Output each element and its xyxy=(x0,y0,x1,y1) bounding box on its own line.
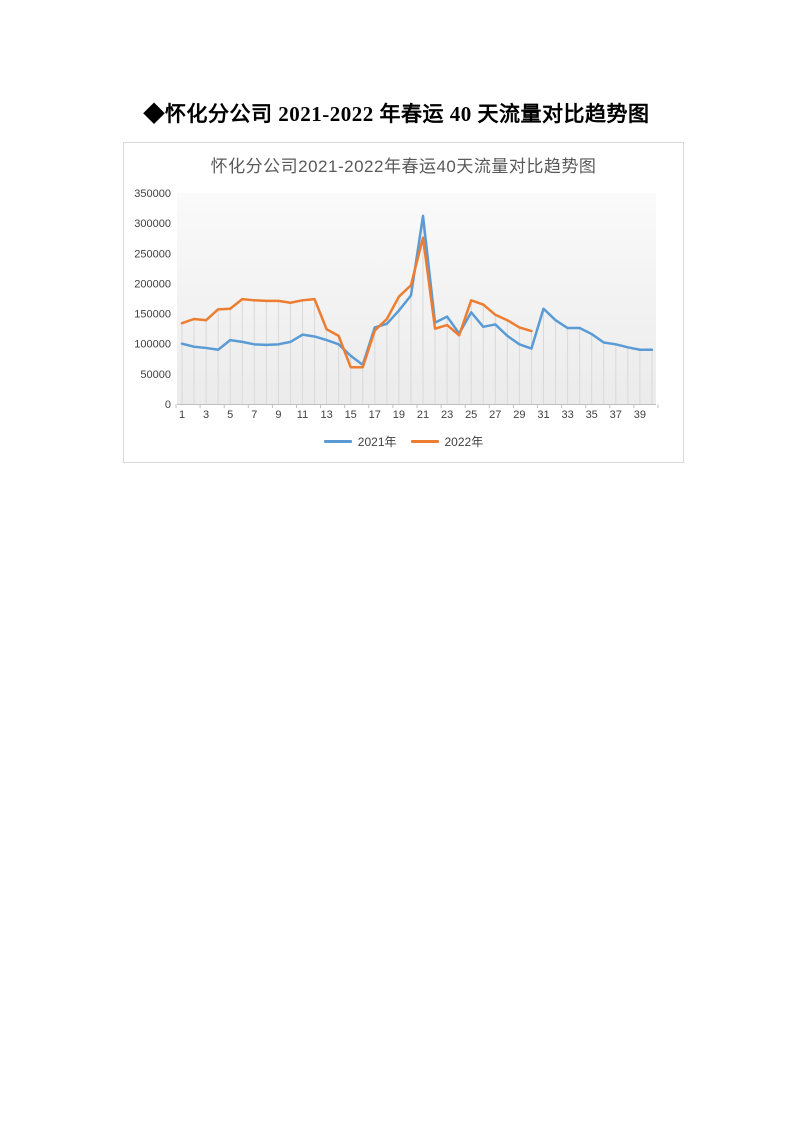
chart-canvas: 0 50000 100000 150000 200000 250000 300000 3500… xyxy=(134,188,659,421)
svg-text:100000: 100000 xyxy=(134,339,171,351)
svg-text:19: 19 xyxy=(393,409,405,421)
chart-figure[interactable]: 0 50000 100000 150000 200000 250000 300000 3500… xyxy=(123,142,684,463)
svg-text:25: 25 xyxy=(465,409,477,421)
series-line-2021 xyxy=(180,214,654,367)
svg-text:300000: 300000 xyxy=(134,218,171,230)
chart-legend: 2021年 2022年 xyxy=(124,433,683,450)
svg-text:37: 37 xyxy=(610,409,622,421)
y-axis-labels: 0 50000 100000 150000 200000 250000 300000 3500… xyxy=(134,188,171,411)
svg-text:15: 15 xyxy=(345,409,357,421)
x-axis-labels: 1 3 5 7 9 11 13 15 17 19 21 23 25 27 29 31 33 35 37 39 xyxy=(179,409,646,421)
svg-text:7: 7 xyxy=(251,409,257,421)
legend-line-swatch-2022 xyxy=(410,440,439,443)
svg-text:1: 1 xyxy=(179,409,185,421)
legend-line-swatch-2021 xyxy=(323,440,352,443)
svg-text:350000: 350000 xyxy=(134,188,171,200)
series-line-2022 xyxy=(180,236,533,369)
legend-label-2022: 2022年 xyxy=(444,435,484,449)
svg-text:0: 0 xyxy=(165,399,171,411)
plot-area xyxy=(177,193,656,404)
legend-label-2021: 2021年 xyxy=(357,435,397,449)
legend-item-2022: 2022年 xyxy=(410,433,484,450)
svg-text:33: 33 xyxy=(561,409,573,421)
svg-text:3: 3 xyxy=(203,409,209,421)
svg-text:250000: 250000 xyxy=(134,248,171,260)
svg-text:35: 35 xyxy=(586,409,598,421)
svg-text:50000: 50000 xyxy=(140,369,171,381)
svg-text:17: 17 xyxy=(369,409,381,421)
chart-title: 怀化分公司2021-2022年春运40天流量对比趋势图 xyxy=(210,157,597,176)
svg-text:21: 21 xyxy=(417,409,429,421)
svg-text:27: 27 xyxy=(489,409,501,421)
svg-text:200000: 200000 xyxy=(134,278,171,290)
svg-text:13: 13 xyxy=(320,409,332,421)
legend-item-2021: 2021年 xyxy=(323,433,397,450)
svg-text:5: 5 xyxy=(227,409,233,421)
svg-text:23: 23 xyxy=(441,409,453,421)
svg-text:39: 39 xyxy=(634,409,646,421)
document-title: ◆怀化分公司 2021-2022 年春运 40 天流量对比趋势图 xyxy=(143,102,650,126)
svg-text:31: 31 xyxy=(537,409,549,421)
svg-text:9: 9 xyxy=(275,409,281,421)
x-axis-ticks xyxy=(175,404,659,408)
svg-text:11: 11 xyxy=(297,409,308,421)
svg-text:150000: 150000 xyxy=(134,309,171,321)
svg-text:29: 29 xyxy=(513,409,525,421)
drop-lines xyxy=(181,215,653,404)
